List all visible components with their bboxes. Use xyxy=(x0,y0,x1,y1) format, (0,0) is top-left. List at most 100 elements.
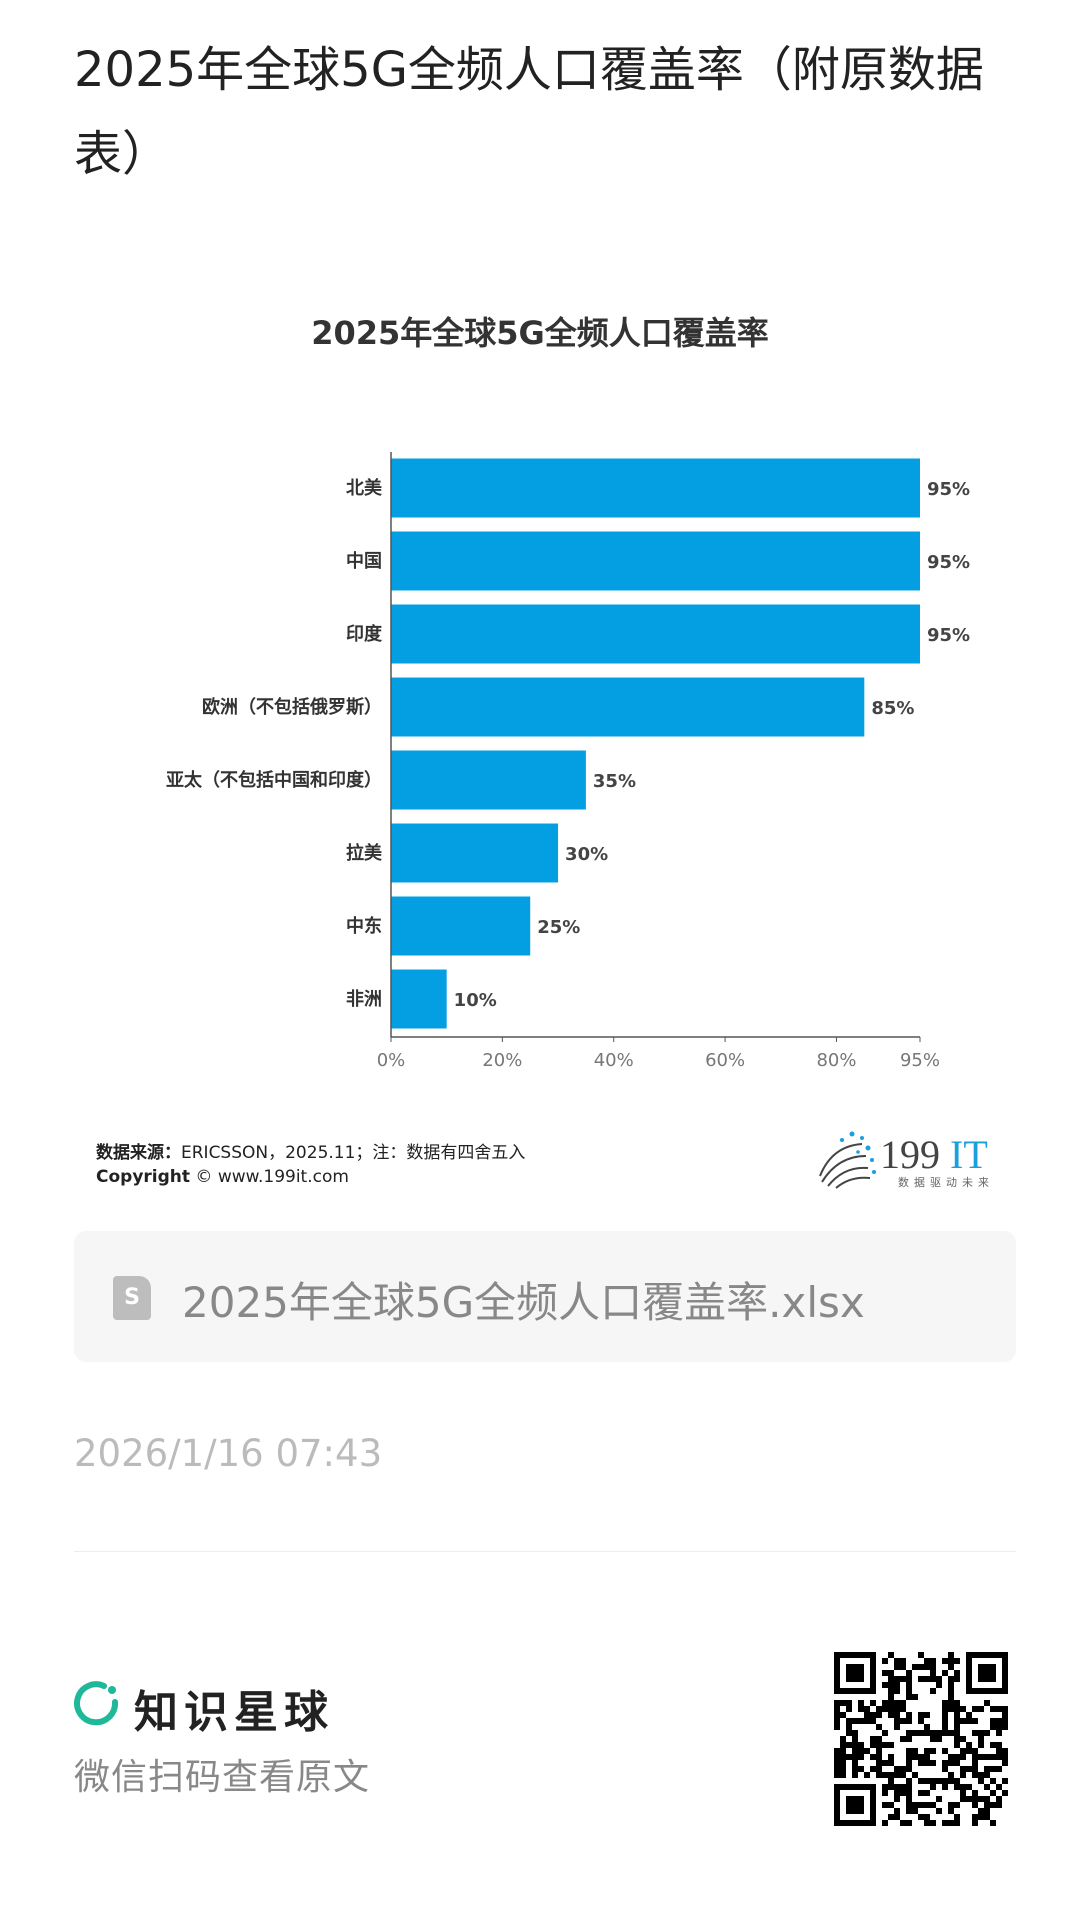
qr-module xyxy=(912,1808,918,1814)
qr-module xyxy=(888,1706,894,1712)
qr-module xyxy=(894,1790,900,1796)
qr-module xyxy=(942,1658,948,1664)
qr-module xyxy=(834,1724,840,1730)
x-tick-label: 20% xyxy=(482,1050,522,1071)
qr-module xyxy=(972,1718,978,1724)
qr-module xyxy=(834,1700,840,1706)
qr-module xyxy=(924,1748,930,1754)
qr-module xyxy=(990,1742,996,1748)
qr-module xyxy=(948,1730,954,1736)
qr-module xyxy=(870,1712,876,1718)
x-tick-label: 40% xyxy=(594,1050,634,1071)
qr-module xyxy=(1002,1754,1008,1760)
qr-module xyxy=(888,1802,894,1808)
qr-module xyxy=(876,1766,882,1772)
qr-module xyxy=(954,1730,960,1736)
qr-module xyxy=(954,1700,960,1706)
qr-module xyxy=(846,1700,852,1706)
qr-module xyxy=(870,1718,876,1724)
source-note: 数据来源：ERICSSON，2025.11；注：数据有四舍五入 xyxy=(96,1138,525,1163)
qr-module xyxy=(900,1664,906,1670)
qr-module xyxy=(900,1718,906,1724)
qr-module xyxy=(960,1736,966,1742)
199it-logo-mark: 199 IT xyxy=(819,1131,988,1189)
qr-module xyxy=(1002,1760,1008,1766)
qr-module xyxy=(912,1664,918,1670)
qr-module xyxy=(918,1664,924,1670)
qr-module xyxy=(978,1664,996,1682)
qr-module xyxy=(894,1814,900,1820)
qr-module xyxy=(846,1730,852,1736)
qr-module xyxy=(990,1754,996,1760)
bar xyxy=(391,458,920,518)
qr-module xyxy=(906,1808,912,1814)
qr-module xyxy=(966,1796,972,1802)
qr-module xyxy=(936,1676,942,1682)
qr-module xyxy=(894,1658,900,1664)
qr-module xyxy=(930,1778,936,1784)
attachment-card[interactable]: S 2025年全球5G全频人口覆盖率.xlsx xyxy=(74,1231,1016,1362)
qr-module xyxy=(918,1778,924,1784)
qr-module xyxy=(882,1772,888,1778)
qr-module xyxy=(918,1718,924,1724)
qr-module xyxy=(888,1700,894,1706)
qr-module xyxy=(924,1760,930,1766)
qr-module xyxy=(918,1802,924,1808)
qr-module xyxy=(888,1742,894,1748)
attachment-filename[interactable]: 2025年全球5G全频人口覆盖率.xlsx xyxy=(182,1278,865,1327)
qr-module xyxy=(906,1802,912,1808)
qr-module xyxy=(900,1772,906,1778)
timestamp: 2026/1/16 07:43 xyxy=(74,1432,383,1475)
qr-module xyxy=(912,1754,918,1760)
qr-module xyxy=(936,1796,942,1802)
qr-module xyxy=(906,1712,912,1718)
qr-code[interactable] xyxy=(834,1652,1008,1826)
qr-module xyxy=(930,1670,936,1676)
qr-module xyxy=(1002,1724,1008,1730)
svg-text:IT: IT xyxy=(950,1132,988,1177)
divider xyxy=(74,1551,1016,1552)
spreadsheet-icon: S xyxy=(113,1276,151,1320)
qr-module xyxy=(948,1676,954,1682)
qr-module xyxy=(906,1694,912,1700)
qr-module xyxy=(948,1760,954,1766)
qr-module xyxy=(882,1760,888,1766)
qr-module xyxy=(936,1730,942,1736)
qr-module xyxy=(960,1772,966,1778)
bar xyxy=(391,750,586,810)
qr-module xyxy=(864,1718,870,1724)
copyright-label: Copyright xyxy=(96,1167,191,1187)
qr-module xyxy=(852,1772,858,1778)
page-title: 2025年全球5G全频人口覆盖率（附原数据表） xyxy=(74,42,984,182)
qr-module xyxy=(960,1766,966,1772)
qr-module xyxy=(918,1652,924,1658)
qr-module xyxy=(852,1748,858,1754)
qr-module xyxy=(876,1742,882,1748)
qr-module xyxy=(900,1736,906,1742)
qr-module xyxy=(834,1760,840,1766)
qr-module xyxy=(942,1784,948,1790)
bar xyxy=(391,823,559,883)
qr-module xyxy=(990,1724,996,1730)
qr-module xyxy=(834,1718,840,1724)
qr-module xyxy=(888,1772,894,1778)
qr-module xyxy=(918,1712,924,1718)
qr-module xyxy=(888,1760,894,1766)
qr-module xyxy=(900,1706,906,1712)
qr-module xyxy=(900,1790,906,1796)
qr-module xyxy=(876,1772,882,1778)
qr-module xyxy=(978,1796,984,1802)
qr-module xyxy=(972,1754,978,1760)
qr-module xyxy=(954,1784,960,1790)
qr-module xyxy=(894,1712,900,1718)
bar xyxy=(391,896,531,956)
qr-module xyxy=(858,1742,864,1748)
qr-module xyxy=(978,1706,984,1712)
qr-module xyxy=(858,1718,864,1724)
qr-module xyxy=(990,1718,996,1724)
qr-module xyxy=(918,1790,924,1796)
qr-module xyxy=(858,1706,864,1712)
qr-module xyxy=(846,1742,852,1748)
qr-module xyxy=(858,1748,864,1754)
qr-module xyxy=(978,1754,984,1760)
